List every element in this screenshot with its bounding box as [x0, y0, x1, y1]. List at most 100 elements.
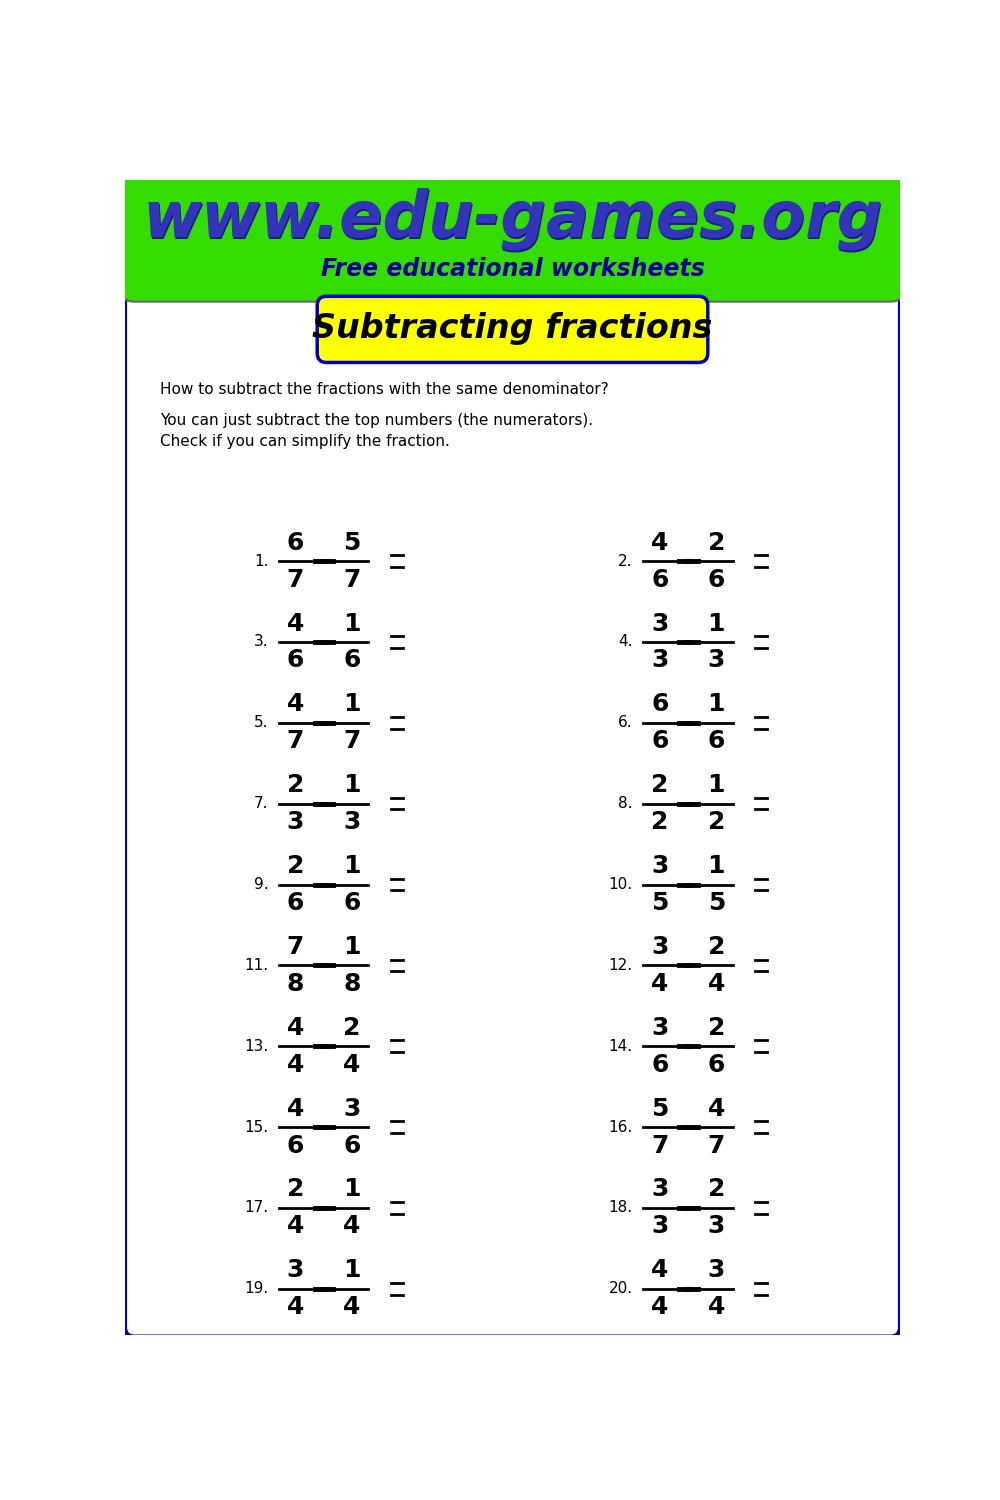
- Text: 4: 4: [651, 972, 668, 996]
- Text: 6: 6: [651, 1053, 668, 1077]
- Text: 4: 4: [287, 1053, 304, 1077]
- FancyBboxPatch shape: [125, 285, 900, 1336]
- Text: 5: 5: [708, 891, 725, 915]
- Text: 10.: 10.: [608, 878, 633, 892]
- Text: 20.: 20.: [608, 1281, 633, 1296]
- Text: 3: 3: [708, 1258, 725, 1282]
- Text: 14.: 14.: [608, 1038, 633, 1053]
- Text: 11.: 11.: [244, 958, 268, 974]
- Text: 2: 2: [343, 1016, 361, 1040]
- Text: 1: 1: [343, 772, 361, 796]
- Text: 3: 3: [708, 648, 725, 672]
- Text: 8: 8: [287, 972, 304, 996]
- Text: 7: 7: [287, 567, 304, 591]
- Text: 2: 2: [708, 810, 725, 834]
- Text: 5.: 5.: [254, 716, 268, 730]
- Text: 1: 1: [343, 853, 361, 877]
- Text: 6: 6: [651, 693, 668, 717]
- Text: 4: 4: [708, 972, 725, 996]
- Text: 6: 6: [343, 891, 361, 915]
- Text: 9.: 9.: [254, 878, 268, 892]
- Text: 7.: 7.: [254, 796, 268, 812]
- Text: 2: 2: [708, 934, 725, 958]
- Text: 2: 2: [708, 531, 725, 555]
- Text: 1: 1: [708, 772, 725, 796]
- Text: 4: 4: [651, 531, 668, 555]
- Text: 6: 6: [708, 729, 725, 753]
- Text: www.edu-games.org: www.edu-games.org: [142, 188, 883, 249]
- Text: 1.: 1.: [254, 554, 268, 568]
- Text: You can just subtract the top numbers (the numerators).: You can just subtract the top numbers (t…: [160, 413, 593, 428]
- Text: 3: 3: [287, 810, 304, 834]
- Text: 1: 1: [708, 853, 725, 877]
- Text: 4: 4: [287, 612, 304, 636]
- Text: 6: 6: [651, 729, 668, 753]
- Text: 4: 4: [343, 1053, 361, 1077]
- Text: 4: 4: [343, 1215, 361, 1239]
- Text: 1: 1: [343, 1178, 361, 1202]
- Text: 7: 7: [343, 729, 361, 753]
- Text: 4.: 4.: [618, 634, 633, 650]
- Text: 7: 7: [651, 1134, 668, 1158]
- Text: 5: 5: [651, 1096, 668, 1120]
- Text: 6: 6: [651, 567, 668, 591]
- Text: How to subtract the fractions with the same denominator?: How to subtract the fractions with the s…: [160, 382, 609, 398]
- Text: 7: 7: [708, 1134, 725, 1158]
- Text: 1: 1: [343, 934, 361, 958]
- FancyBboxPatch shape: [317, 297, 708, 363]
- Text: 6: 6: [287, 891, 304, 915]
- Text: 16.: 16.: [608, 1119, 633, 1134]
- Text: 4: 4: [287, 1296, 304, 1320]
- Text: 5: 5: [651, 891, 668, 915]
- Text: 12.: 12.: [608, 958, 633, 974]
- Text: 1: 1: [708, 612, 725, 636]
- Text: 8.: 8.: [618, 796, 633, 812]
- Text: 3.: 3.: [254, 634, 268, 650]
- Text: 2: 2: [287, 772, 304, 796]
- Text: 4: 4: [343, 1296, 361, 1320]
- Text: www.edu-games.org: www.edu-games.org: [144, 189, 884, 252]
- Text: 4: 4: [287, 1016, 304, 1040]
- Text: 3: 3: [651, 1178, 668, 1202]
- Text: 13.: 13.: [244, 1038, 268, 1053]
- Text: Free educational worksheets: Free educational worksheets: [321, 256, 704, 280]
- Text: 2: 2: [651, 810, 668, 834]
- Text: 7: 7: [287, 934, 304, 958]
- Text: 3: 3: [651, 1215, 668, 1239]
- Text: 3: 3: [651, 934, 668, 958]
- Text: 1: 1: [343, 693, 361, 717]
- Text: 4: 4: [287, 1215, 304, 1239]
- Text: 6: 6: [708, 567, 725, 591]
- Text: 4: 4: [651, 1296, 668, 1320]
- Text: 5: 5: [343, 531, 361, 555]
- Text: 4: 4: [287, 1096, 304, 1120]
- Text: 4: 4: [708, 1096, 725, 1120]
- Text: 2: 2: [287, 853, 304, 877]
- Text: 4: 4: [708, 1296, 725, 1320]
- Text: 1: 1: [343, 612, 361, 636]
- Text: Subtracting fractions: Subtracting fractions: [312, 312, 713, 345]
- Text: 8: 8: [343, 972, 361, 996]
- Text: 6: 6: [343, 1134, 361, 1158]
- Text: 3: 3: [651, 853, 668, 877]
- Text: 15.: 15.: [244, 1119, 268, 1134]
- Text: 3: 3: [708, 1215, 725, 1239]
- Text: 18.: 18.: [608, 1200, 633, 1215]
- Text: 2: 2: [287, 1178, 304, 1202]
- Text: 3: 3: [651, 612, 668, 636]
- Text: 2: 2: [651, 772, 668, 796]
- Text: 7: 7: [343, 567, 361, 591]
- Text: 3: 3: [651, 1016, 668, 1040]
- Text: 1: 1: [343, 1258, 361, 1282]
- Text: 19.: 19.: [244, 1281, 268, 1296]
- Text: 6: 6: [287, 1134, 304, 1158]
- Text: Check if you can simplify the fraction.: Check if you can simplify the fraction.: [160, 435, 450, 450]
- Text: 6: 6: [343, 648, 361, 672]
- Text: 6: 6: [708, 1053, 725, 1077]
- Text: 3: 3: [651, 648, 668, 672]
- Text: 1: 1: [708, 693, 725, 717]
- Text: 6.: 6.: [618, 716, 633, 730]
- Text: 3: 3: [287, 1258, 304, 1282]
- FancyBboxPatch shape: [120, 176, 905, 302]
- Text: 17.: 17.: [244, 1200, 268, 1215]
